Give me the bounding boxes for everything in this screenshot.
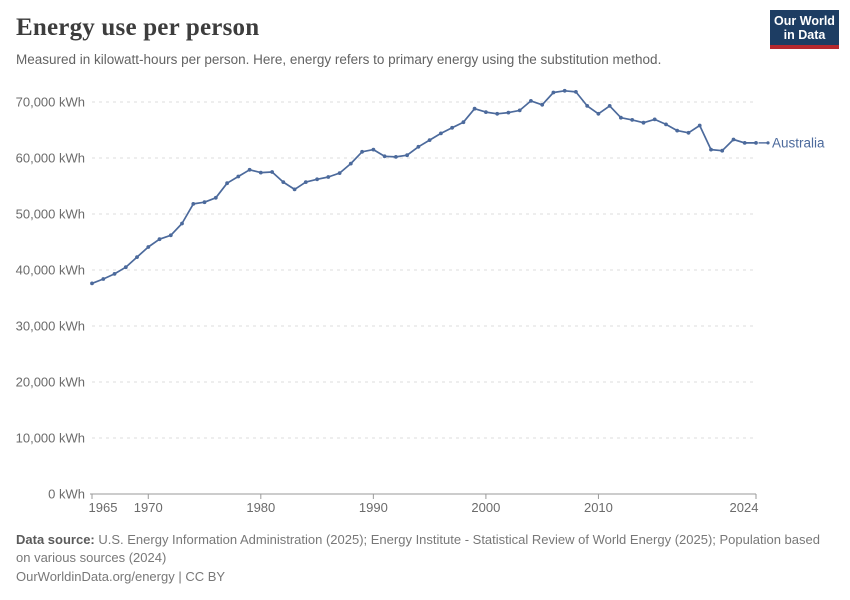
data-point-marker[interactable] <box>652 117 657 122</box>
data-point-marker[interactable] <box>123 265 128 270</box>
data-point-marker[interactable] <box>292 187 297 192</box>
data-point-marker[interactable] <box>416 144 421 149</box>
data-point-marker[interactable] <box>394 155 398 159</box>
data-point-marker[interactable] <box>270 170 274 174</box>
data-point-marker[interactable] <box>360 149 364 154</box>
data-point-marker[interactable] <box>146 245 151 249</box>
data-point-marker[interactable] <box>180 221 184 226</box>
y-tick-label: 50,000 kWh <box>16 207 85 222</box>
data-point-marker[interactable] <box>607 104 612 108</box>
page-title: Energy use per person <box>16 14 260 41</box>
data-point-marker[interactable] <box>585 104 590 108</box>
data-point-marker[interactable] <box>551 90 556 95</box>
data-point-marker[interactable] <box>225 181 230 186</box>
data-point-marker[interactable] <box>484 110 488 114</box>
x-tick-label: 2024 <box>730 500 759 515</box>
x-tick-label: 1965 <box>89 500 118 515</box>
data-source-label: Data source: <box>16 532 95 547</box>
data-point-marker[interactable] <box>405 153 409 158</box>
data-point-marker[interactable] <box>574 90 578 94</box>
y-tick-label: 30,000 kWh <box>16 319 85 334</box>
data-point-marker[interactable] <box>529 99 533 103</box>
data-point-marker[interactable] <box>101 277 106 281</box>
y-tick-label: 20,000 kWh <box>16 375 85 390</box>
chart-subtitle: Measured in kilowatt-hours per person. H… <box>16 52 662 67</box>
data-point-marker[interactable] <box>461 120 466 125</box>
data-point-marker[interactable] <box>157 237 162 242</box>
data-point-marker[interactable] <box>630 118 635 122</box>
data-point-marker[interactable] <box>562 88 567 93</box>
data-point-marker[interactable] <box>236 174 241 179</box>
data-point-marker[interactable] <box>303 180 308 185</box>
data-point-marker[interactable] <box>371 147 376 152</box>
data-point-marker[interactable] <box>619 115 623 120</box>
data-point-marker[interactable] <box>596 111 601 116</box>
data-point-marker[interactable] <box>168 233 173 238</box>
data-point-marker[interactable] <box>709 147 713 152</box>
data-point-marker[interactable] <box>281 180 286 185</box>
data-point-marker[interactable] <box>641 120 646 125</box>
data-point-marker[interactable] <box>450 125 454 130</box>
data-point-marker[interactable] <box>720 148 725 153</box>
data-point-marker[interactable] <box>315 177 319 182</box>
y-tick-label: 40,000 kWh <box>16 263 85 278</box>
data-point-marker[interactable] <box>495 111 500 116</box>
owid-logo-line2: in Data <box>783 28 826 42</box>
data-point-marker[interactable] <box>754 141 758 145</box>
data-point-marker[interactable] <box>213 195 218 200</box>
data-point-marker[interactable] <box>697 123 702 128</box>
data-point-marker[interactable] <box>191 202 196 206</box>
y-tick-label: 60,000 kWh <box>16 151 85 166</box>
data-point-marker[interactable] <box>540 102 545 107</box>
x-tick-label: 2000 <box>471 500 500 515</box>
y-tick-label: 10,000 kWh <box>16 431 85 446</box>
data-point-marker[interactable] <box>506 110 511 115</box>
data-point-marker[interactable] <box>348 161 353 166</box>
data-point-marker[interactable] <box>664 122 668 127</box>
entity-connector-dot <box>766 141 770 145</box>
entity-label[interactable]: Australia <box>772 135 825 150</box>
x-tick-label: 2010 <box>584 500 613 515</box>
data-point-marker[interactable] <box>326 175 331 179</box>
data-source-text: U.S. Energy Information Administration (… <box>16 532 820 565</box>
owid-logo-line1: Our World <box>774 14 835 28</box>
data-point-marker[interactable] <box>247 167 252 172</box>
x-tick-label: 1990 <box>359 500 388 515</box>
data-point-marker[interactable] <box>472 106 477 111</box>
data-point-marker[interactable] <box>686 130 691 135</box>
y-tick-label: 0 kWh <box>48 487 85 502</box>
data-point-marker[interactable] <box>135 255 139 259</box>
data-point-marker[interactable] <box>439 131 443 136</box>
data-point-marker[interactable] <box>337 171 342 176</box>
owid-logo[interactable]: Our World in Data <box>770 10 839 49</box>
data-point-marker[interactable] <box>112 272 117 276</box>
data-point-marker[interactable] <box>427 138 432 143</box>
x-tick-label: 1980 <box>246 500 275 515</box>
data-point-marker[interactable] <box>90 281 94 286</box>
data-point-marker[interactable] <box>517 108 522 113</box>
data-point-marker[interactable] <box>202 200 207 205</box>
data-source-note: Data source: U.S. Energy Information Adm… <box>16 531 822 566</box>
x-tick-label: 1970 <box>134 500 163 515</box>
y-tick-label: 70,000 kWh <box>16 95 85 110</box>
data-point-marker[interactable] <box>742 141 747 145</box>
data-point-marker[interactable] <box>731 137 736 142</box>
license-link[interactable]: OurWorldinData.org/energy | CC BY <box>16 569 226 584</box>
data-point-marker[interactable] <box>382 154 387 159</box>
data-point-marker[interactable] <box>675 128 680 133</box>
data-point-marker[interactable] <box>258 170 263 175</box>
